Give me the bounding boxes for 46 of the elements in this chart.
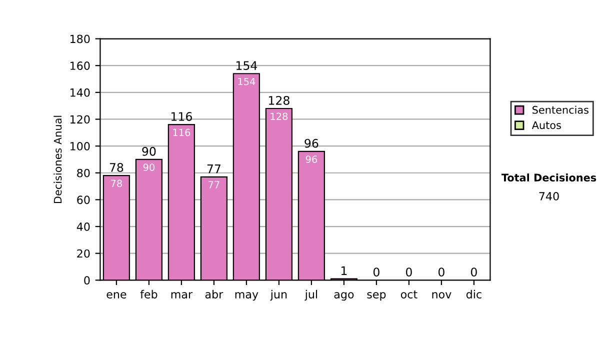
total-label: 0 bbox=[373, 268, 380, 277]
text: 740 bbox=[539, 192, 559, 200]
x-tick-label: sep bbox=[367, 292, 386, 301]
x-tick-label: ene bbox=[106, 292, 126, 298]
y-tick-label: 60 bbox=[77, 196, 90, 204]
total-label: 1 bbox=[341, 266, 347, 276]
y-tick-label: 120 bbox=[70, 115, 90, 124]
total-label: 154 bbox=[236, 61, 258, 70]
y-tick-label: 40 bbox=[76, 222, 90, 231]
total-label: 0 bbox=[438, 268, 444, 277]
x-tick-label: feb bbox=[140, 290, 158, 298]
x-tick-label: oct bbox=[400, 290, 418, 298]
y-tick-label: 100 bbox=[70, 142, 90, 150]
x-tick-label: jul bbox=[304, 290, 318, 301]
x-tick-label: dic bbox=[466, 290, 482, 298]
data-label: 128 bbox=[270, 112, 288, 120]
data-label: 90 bbox=[143, 164, 154, 172]
x-tick-label: nov bbox=[432, 292, 452, 298]
data-label: 96 bbox=[306, 156, 318, 163]
text: Total Decisiones bbox=[501, 173, 596, 182]
y-tick-label: 160 bbox=[70, 62, 90, 70]
legend-label: Sentencias bbox=[532, 106, 588, 114]
data-label: 154 bbox=[238, 78, 256, 86]
legend-label: Autos bbox=[532, 121, 561, 130]
total-label: 0 bbox=[406, 268, 412, 277]
y-tick-label: 0 bbox=[84, 276, 90, 285]
total-label: 77 bbox=[207, 164, 220, 174]
total-label: 0 bbox=[470, 268, 477, 277]
y-tick-label: 20 bbox=[77, 249, 90, 258]
data-label: 116 bbox=[173, 128, 190, 136]
x-tick-label: jun bbox=[270, 290, 287, 301]
y-tick-label: 140 bbox=[70, 88, 90, 97]
data-label: 77 bbox=[208, 181, 220, 188]
x-tick-label: ago bbox=[334, 292, 354, 301]
total-label: 78 bbox=[110, 162, 124, 172]
total-label: 116 bbox=[171, 112, 192, 121]
x-tick-label: mar bbox=[171, 292, 193, 298]
x-tick-label: abr bbox=[205, 290, 224, 298]
y-tick-label: 180 bbox=[70, 34, 90, 44]
y-tick-label: 80 bbox=[77, 168, 90, 178]
total-label: 96 bbox=[304, 138, 318, 148]
x-tick-label: may bbox=[235, 292, 258, 301]
total-label: 90 bbox=[142, 146, 156, 156]
total-label: 128 bbox=[268, 96, 290, 105]
y-axis-title: Decisiones Anual bbox=[54, 116, 62, 203]
data-label: 78 bbox=[111, 180, 122, 188]
